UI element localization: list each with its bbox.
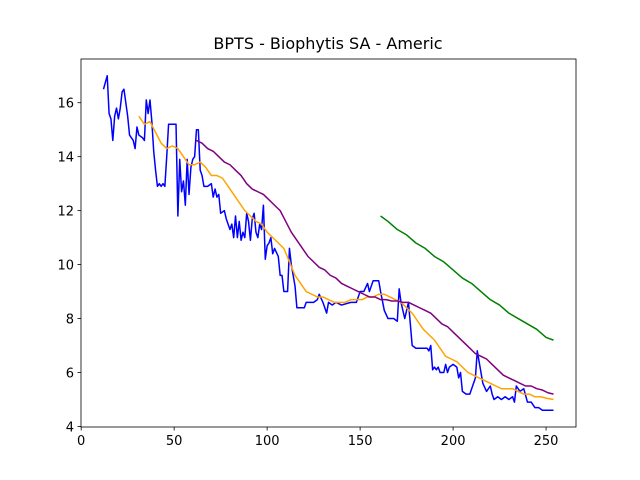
series-line: [380, 215, 554, 341]
x-tick-label: 150: [348, 434, 373, 449]
x-tick-label: 200: [441, 434, 466, 449]
x-tick-label: 250: [534, 434, 559, 449]
x-tick-label: 0: [77, 434, 85, 449]
chart-title: BPTS - Biophytis SA - Americ: [213, 34, 442, 53]
plot-frame: [80, 58, 577, 428]
x-tick-label: 50: [166, 434, 183, 449]
y-tick-label: 14: [57, 151, 74, 166]
y-tick-label: 10: [57, 259, 74, 274]
y-tick-label: 16: [57, 97, 74, 112]
y-tick-label: 8: [66, 313, 74, 328]
y-tick-label: 12: [57, 205, 74, 220]
y-tick-label: 6: [66, 367, 74, 382]
x-tick-label: 100: [255, 434, 280, 449]
series-line: [102, 74, 554, 412]
series-line: [196, 139, 554, 395]
y-tick-label: 4: [66, 420, 74, 435]
series-line: [138, 115, 554, 401]
